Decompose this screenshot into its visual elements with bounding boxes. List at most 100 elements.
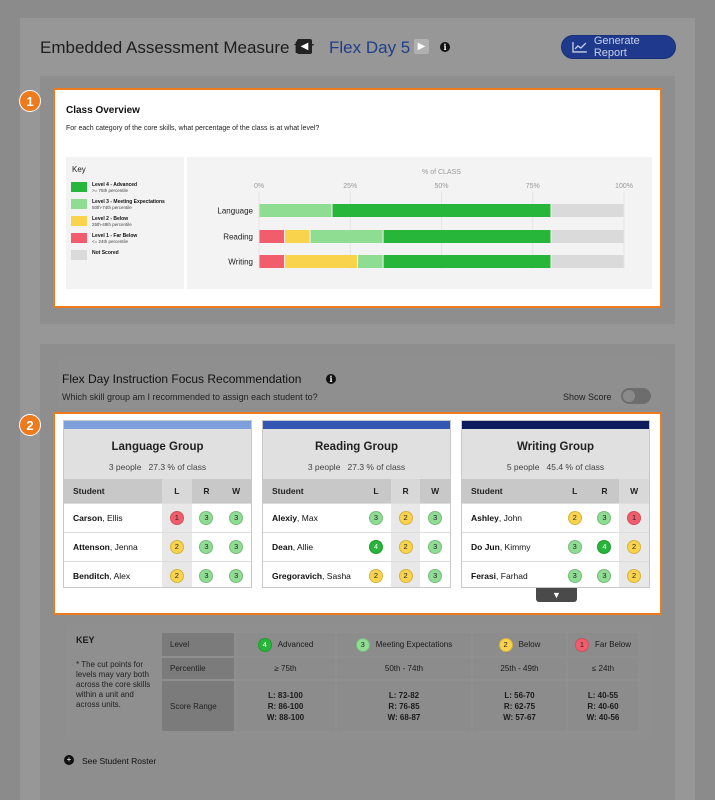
x-tick-label: 0% [254,183,264,190]
x-tick-label: 75% [526,183,540,190]
student-row[interactable]: Benditch, Alex 2 3 3 [64,560,251,587]
column-header[interactable]: R [390,479,421,503]
level-badge: 4 [597,539,612,554]
key-sublabel: <= 24th percentile [92,239,129,244]
percentile-cell: 50th - 74th [337,658,471,679]
key-label: Not Scored [92,250,119,256]
column-header[interactable]: Student [462,479,560,503]
column-header[interactable]: L [559,479,590,503]
student-name[interactable]: Carson, Ellis [64,502,162,532]
bar-segment [259,204,332,217]
column-header[interactable]: W [420,479,450,503]
student-row[interactable]: Carson, Ellis 1 3 3 [64,502,251,532]
column-header[interactable]: Student [64,479,162,503]
key-item: Level 4 - Advanced >= 75th percentile [71,182,183,194]
focus-subtitle: Which skill group am I recommended to as… [62,392,318,402]
score-range-cell: L: 40-55 R: 40-60 W: 40-56 [568,681,638,731]
column-header[interactable]: W [619,479,649,503]
score-range-cell: L: 83-100 R: 86-100 W: 88-100 [236,681,335,731]
student-row[interactable]: Ashley, John 2 3 1 [462,502,649,532]
bar-segment [551,204,624,217]
generate-report-button[interactable]: Generate Report [561,35,676,59]
column-header[interactable]: R [589,479,620,503]
level-badge: 2 [368,568,383,583]
focus-title: Flex Day Instruction Focus Recommendatio… [62,372,302,386]
level-name: Advanced [277,640,314,649]
bar-segment [383,230,551,243]
student-name[interactable]: Attenson, Jenna [64,531,162,561]
bar-segment [285,255,358,268]
column-header[interactable]: R [191,479,222,503]
level-badge: 2 [498,637,513,652]
key-item: Level 1 - Far Below <= 24th percentile [71,233,183,245]
student-row[interactable]: Gregoravich, Sasha 2 2 3 [263,560,450,587]
level-badge: 3 [597,568,612,583]
score-cell: 3 [191,531,222,561]
score-range: L: 72-82 R: 76-85 W: 68-87 [388,690,421,723]
expand-button[interactable]: ▼ [536,588,577,602]
student-first-name: , Ellis [102,512,123,523]
column-header[interactable]: L [361,479,391,503]
stacked-bar-chart: % of CLASS 0% 25% 50% 75% 100% Language Reading… [217,169,633,269]
score-range: L: 83-100 R: 86-100 W: 88-100 [267,690,304,723]
student-first-name: , Kimmy [499,541,531,552]
prev-flex-day-button[interactable]: ◀ [297,39,312,54]
level-name-cell: 1 Far Below [568,633,638,656]
student-name[interactable]: Do Jun, Kimmy [462,531,560,561]
score-cell: 3 [420,531,450,561]
score-range-r: R: 76-85 [388,701,420,711]
score-cell: 4 [589,531,620,561]
key-swatch [71,182,87,192]
score-range-l: L: 56-70 [504,690,535,700]
student-name[interactable]: Alexiy, Max [263,502,362,532]
flex-day-selector[interactable]: Flex Day 5 [329,38,411,57]
key-label: Level 1 - Far Below [92,233,138,239]
student-row[interactable]: Dean, Allie 4 2 3 [263,531,450,561]
level-badge: 3 [199,539,214,554]
column-header[interactable]: L [161,479,192,503]
student-row[interactable]: Ferasi, Farhad 3 3 2 [462,560,649,587]
chart-key: Key Level 4 - Advanced >= 75th percentile… [66,157,184,289]
key-title: Key [72,165,86,174]
column-header[interactable]: W [221,479,251,503]
student-name[interactable]: Dean, Allie [263,531,362,561]
student-first-name: , John [498,512,523,523]
level-badge: 1 [574,637,589,652]
student-name[interactable]: Benditch, Alex [64,560,162,587]
student-row[interactable]: Attenson, Jenna 2 3 3 [64,531,251,561]
class-overview-subtitle: For each category of the core skills, wh… [66,125,320,132]
student-name[interactable]: Ashley, John [462,502,560,532]
group-header: Language Group 3 people 27.3 % of class [64,429,251,479]
score-cell: 3 [559,531,590,561]
info-icon[interactable]: i [440,42,450,52]
chart-icon [572,42,587,53]
student-row[interactable]: Alexiy, Max 3 2 3 [263,502,450,532]
focus-info-icon[interactable]: i [326,374,336,384]
group-name: Language Group [111,441,204,453]
student-row[interactable]: Do Jun, Kimmy 3 4 2 [462,531,649,561]
score-cell: 3 [221,531,251,561]
level-badge: 3 [428,568,443,583]
student-name[interactable]: Gregoravich, Sasha [263,560,362,587]
score-cell: 2 [390,502,421,532]
score-cell: 3 [589,560,620,587]
plus-icon[interactable]: + [64,755,74,765]
student-name[interactable]: Ferasi, Farhad [462,560,560,587]
see-student-roster-link[interactable]: See Student Roster [82,756,157,766]
score-range-r: R: 62-75 [503,701,536,711]
chevron-right-icon: ▶ [417,41,426,52]
key-row-label: Score Range [162,681,234,731]
score-cell: 3 [559,560,590,587]
group-table-header: Student L R W [64,479,251,503]
key-label: Level 4 - Advanced [92,182,138,188]
level-badge: 3 [368,510,383,525]
score-cell: 3 [221,560,251,587]
student-last-name: Alexiy [272,512,298,523]
group-table: Student L R W Carson, Ellis 1 3 3 Attenson, Jenn… [64,479,251,587]
student-last-name: Benditch [73,570,110,581]
column-header[interactable]: Student [263,479,362,503]
next-flex-day-button[interactable]: ▶ [414,39,429,54]
score-cell: 4 [361,531,391,561]
class-overview-chart: % of CLASS 0% 25% 50% 75% 100% Language Reading… [187,157,652,289]
show-score-toggle[interactable] [621,388,651,404]
